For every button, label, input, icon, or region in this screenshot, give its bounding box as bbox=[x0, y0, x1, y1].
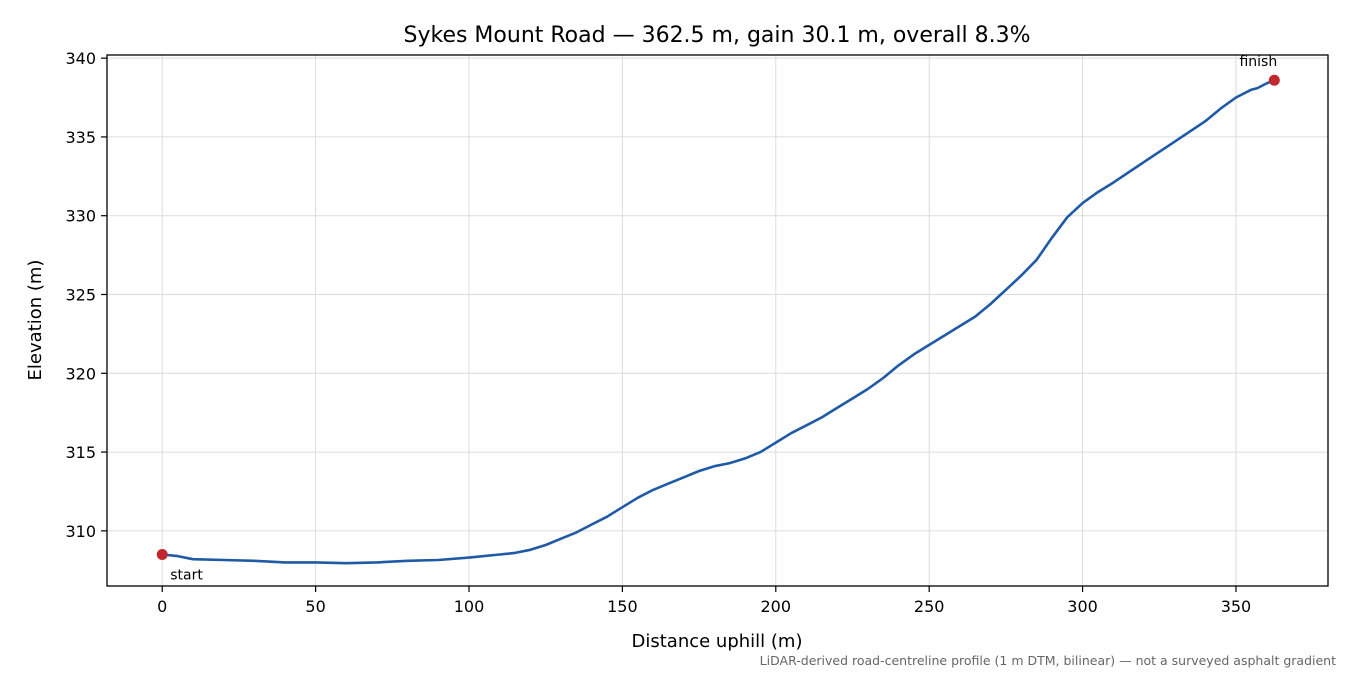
x-tick-label: 200 bbox=[761, 597, 792, 616]
y-tick-label: 320 bbox=[65, 364, 96, 383]
x-tick-label: 100 bbox=[454, 597, 485, 616]
plot-frame bbox=[106, 54, 1329, 587]
y-tick-label: 310 bbox=[65, 522, 96, 541]
chart-title: Sykes Mount Road — 362.5 m, gain 30.1 m,… bbox=[404, 23, 1031, 48]
x-tick-label: 150 bbox=[607, 597, 638, 616]
x-tick-label: 250 bbox=[914, 597, 945, 616]
y-axis-label: Elevation (m) bbox=[25, 260, 46, 381]
start-marker bbox=[156, 548, 168, 560]
x-axis-ticks: 0 50 100 150 200 250 300 350 bbox=[157, 586, 1251, 616]
y-tick-label: 315 bbox=[65, 443, 96, 462]
source-note: LiDAR-derived road-centreline profile (1… bbox=[760, 653, 1336, 668]
finish-marker bbox=[1268, 74, 1280, 86]
finish-label: finish bbox=[1239, 54, 1277, 70]
plot-area: start finish bbox=[156, 54, 1280, 583]
x-tick-label: 0 bbox=[157, 597, 167, 616]
x-tick-label: 300 bbox=[1067, 597, 1098, 616]
y-tick-label: 325 bbox=[65, 286, 96, 305]
y-tick-label: 340 bbox=[65, 49, 96, 68]
y-tick-label: 330 bbox=[65, 207, 96, 226]
x-tick-label: 350 bbox=[1221, 597, 1252, 616]
x-tick-label: 50 bbox=[305, 597, 325, 616]
x-axis-label: Distance uphill (m) bbox=[632, 631, 803, 652]
start-label: start bbox=[170, 567, 203, 583]
elevation-line bbox=[160, 78, 1276, 565]
y-tick-label: 335 bbox=[65, 128, 96, 147]
grid bbox=[107, 55, 1328, 586]
y-axis-ticks: 310 315 320 325 330 335 340 bbox=[65, 49, 107, 541]
